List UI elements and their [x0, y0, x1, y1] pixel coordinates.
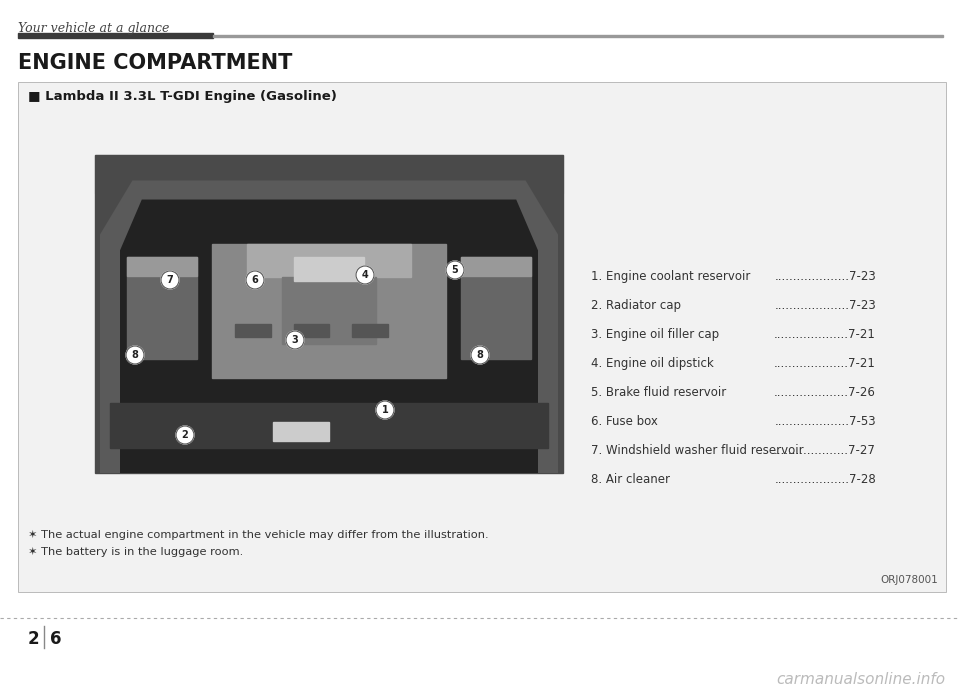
Bar: [282, 277, 375, 344]
Text: 1: 1: [382, 405, 389, 415]
Circle shape: [176, 426, 194, 444]
Text: 4: 4: [362, 270, 369, 280]
Text: 8. Air cleaner: 8. Air cleaner: [591, 473, 670, 486]
Text: 8: 8: [132, 350, 138, 360]
Text: ....................7-21: ....................7-21: [774, 328, 876, 341]
Polygon shape: [120, 199, 538, 473]
Text: ....................7-27: ....................7-27: [774, 444, 876, 457]
Text: ORJ078001: ORJ078001: [880, 575, 938, 585]
Text: 7. Windshield washer fluid reservoir: 7. Windshield washer fluid reservoir: [591, 444, 804, 457]
Bar: [247, 244, 411, 277]
Text: 3. Engine oil filler cap: 3. Engine oil filler cap: [591, 328, 723, 341]
Bar: [18, 82, 946, 592]
Bar: [127, 257, 197, 359]
Bar: [95, 155, 563, 193]
Text: 3: 3: [292, 335, 299, 345]
Text: 6. Fuse box: 6. Fuse box: [591, 415, 661, 428]
Text: 1. Engine coolant reservoir: 1. Engine coolant reservoir: [591, 270, 751, 283]
Text: ....................7-21: ....................7-21: [774, 357, 876, 370]
Bar: [213, 35, 943, 37]
Bar: [212, 244, 446, 377]
Circle shape: [446, 261, 464, 279]
Text: 8: 8: [476, 350, 484, 360]
Circle shape: [246, 271, 264, 289]
Text: ....................7-26: ....................7-26: [774, 386, 876, 399]
Bar: [18, 33, 213, 38]
Bar: [110, 403, 548, 448]
Text: ....................7-23: ....................7-23: [775, 270, 876, 283]
Text: 6: 6: [50, 630, 61, 648]
Text: 4. Engine oil dipstick: 4. Engine oil dipstick: [591, 357, 713, 370]
Text: ✶ The actual engine compartment in the vehicle may differ from the illustration.: ✶ The actual engine compartment in the v…: [28, 530, 489, 540]
Circle shape: [286, 331, 304, 349]
Text: Your vehicle at a glance: Your vehicle at a glance: [18, 22, 169, 35]
Text: ....................7-53: ....................7-53: [775, 415, 876, 428]
Circle shape: [471, 346, 489, 364]
Text: ■ Lambda II 3.3L T-GDI Engine (Gasoline): ■ Lambda II 3.3L T-GDI Engine (Gasoline): [28, 90, 337, 103]
Circle shape: [161, 271, 179, 289]
Text: 2: 2: [28, 630, 39, 648]
Circle shape: [376, 401, 394, 419]
Text: ....................7-28: ....................7-28: [775, 473, 876, 486]
Bar: [273, 422, 329, 441]
Bar: [294, 257, 364, 282]
Text: ✶ The battery is in the luggage room.: ✶ The battery is in the luggage room.: [28, 547, 243, 557]
Text: 2. Radiator cap: 2. Radiator cap: [591, 299, 684, 312]
Circle shape: [356, 266, 374, 284]
Bar: [95, 155, 563, 473]
Text: carmanualsonline.info: carmanualsonline.info: [776, 672, 945, 687]
Bar: [461, 257, 531, 359]
Text: 5: 5: [451, 265, 458, 275]
Text: 5. Brake fluid reservoir: 5. Brake fluid reservoir: [591, 386, 727, 399]
Bar: [294, 324, 329, 337]
Circle shape: [126, 346, 144, 364]
Bar: [127, 257, 197, 276]
Text: 2: 2: [181, 430, 188, 440]
Bar: [235, 324, 271, 337]
Bar: [461, 257, 531, 276]
Text: ....................7-23: ....................7-23: [775, 299, 876, 312]
Text: 6: 6: [252, 275, 258, 285]
Text: 7: 7: [167, 275, 174, 285]
Bar: [352, 324, 388, 337]
Polygon shape: [100, 181, 558, 473]
Text: ENGINE COMPARTMENT: ENGINE COMPARTMENT: [18, 53, 293, 73]
